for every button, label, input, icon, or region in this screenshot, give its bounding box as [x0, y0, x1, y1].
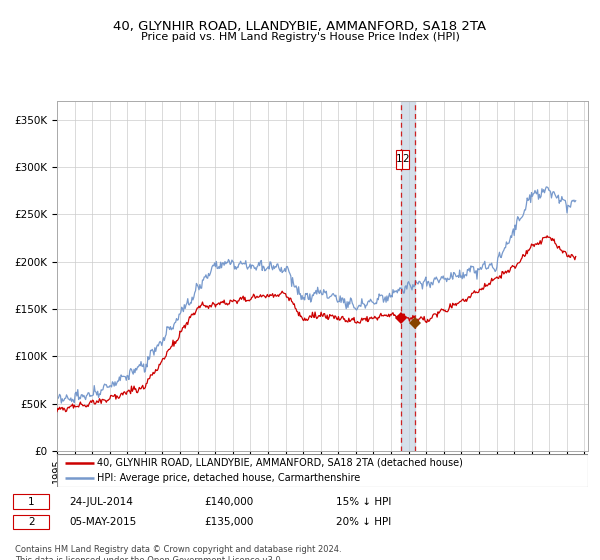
Text: HPI: Average price, detached house, Carmarthenshire: HPI: Average price, detached house, Carm…	[97, 473, 360, 483]
FancyBboxPatch shape	[402, 150, 409, 169]
Text: 24-JUL-2014: 24-JUL-2014	[69, 497, 133, 507]
Text: 05-MAY-2015: 05-MAY-2015	[69, 517, 136, 527]
FancyBboxPatch shape	[57, 454, 588, 487]
Text: 15% ↓ HPI: 15% ↓ HPI	[336, 497, 391, 507]
Text: Contains HM Land Registry data © Crown copyright and database right 2024.
This d: Contains HM Land Registry data © Crown c…	[15, 545, 341, 560]
Text: 1: 1	[28, 497, 35, 507]
Text: 2: 2	[28, 517, 35, 527]
Text: 40, GLYNHIR ROAD, LLANDYBIE, AMMANFORD, SA18 2TA: 40, GLYNHIR ROAD, LLANDYBIE, AMMANFORD, …	[113, 20, 487, 32]
FancyBboxPatch shape	[13, 494, 49, 509]
Text: 20% ↓ HPI: 20% ↓ HPI	[336, 517, 391, 527]
Text: £140,000: £140,000	[204, 497, 253, 507]
Text: Price paid vs. HM Land Registry's House Price Index (HPI): Price paid vs. HM Land Registry's House …	[140, 32, 460, 43]
FancyBboxPatch shape	[396, 150, 403, 169]
Text: 2: 2	[402, 155, 409, 165]
Text: £135,000: £135,000	[204, 517, 253, 527]
Bar	[401, 101, 415, 451]
FancyBboxPatch shape	[13, 515, 49, 529]
Text: 40, GLYNHIR ROAD, LLANDYBIE, AMMANFORD, SA18 2TA (detached house): 40, GLYNHIR ROAD, LLANDYBIE, AMMANFORD, …	[97, 458, 463, 468]
Text: 1: 1	[397, 155, 403, 165]
